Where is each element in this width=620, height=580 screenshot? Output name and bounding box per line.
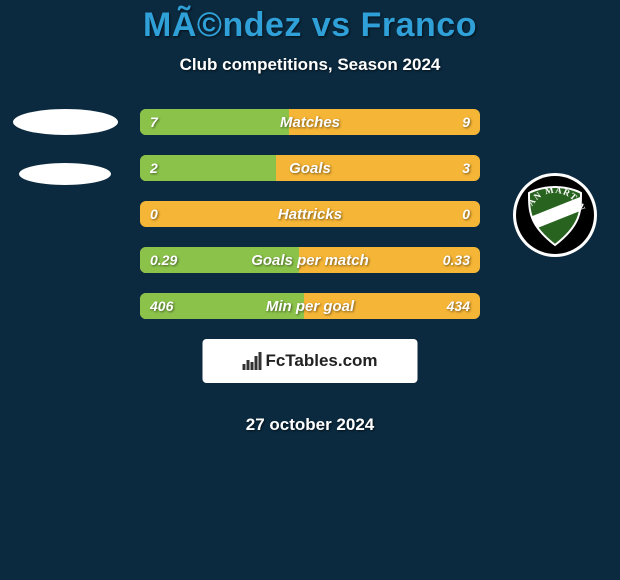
right-team-slot: SAN MARTIN bbox=[490, 165, 620, 265]
player-placeholder-ellipse-2 bbox=[19, 163, 111, 185]
stat-label: Hattricks bbox=[140, 201, 480, 227]
left-player-slot bbox=[0, 109, 130, 135]
stat-label: Goals per match bbox=[140, 247, 480, 273]
stat-left-value: 2 bbox=[150, 155, 158, 181]
stat-row: Hattricks0 0 bbox=[140, 201, 480, 227]
player-placeholder-ellipse-1 bbox=[13, 109, 118, 135]
stat-right-value: 9 bbox=[462, 109, 470, 135]
snapshot-date: 27 october 2024 bbox=[0, 415, 620, 435]
stat-right-value: 3 bbox=[462, 155, 470, 181]
bar-chart-icon bbox=[242, 352, 261, 370]
stat-row: Matches7 9 bbox=[140, 109, 480, 135]
comparison-canvas: MÃ©ndez vs Franco Club competitions, Sea… bbox=[0, 0, 620, 580]
comparison-bars: Matches7 9 Goals2 3 Hattricks0 0 Goals per mat… bbox=[140, 109, 480, 339]
page-title: MÃ©ndez vs Franco bbox=[0, 0, 620, 45]
stat-left-value: 0 bbox=[150, 201, 158, 227]
stat-right-value: 0 bbox=[462, 201, 470, 227]
stat-left-value: 0.29 bbox=[150, 247, 177, 273]
stat-label: Min per goal bbox=[140, 293, 480, 319]
stat-left-value: 7 bbox=[150, 109, 158, 135]
stat-row: Min per goal406 434 bbox=[140, 293, 480, 319]
stat-label: Goals bbox=[140, 155, 480, 181]
page-subtitle: Club competitions, Season 2024 bbox=[0, 55, 620, 75]
stat-row: Goals per match0.29 0.33 bbox=[140, 247, 480, 273]
stat-label: Matches bbox=[140, 109, 480, 135]
branding-label: FcTables.com bbox=[265, 351, 377, 371]
stat-row: Goals2 3 bbox=[140, 155, 480, 181]
branding-box: FcTables.com bbox=[203, 339, 418, 383]
stat-right-value: 434 bbox=[447, 293, 470, 319]
team-badge-icon: SAN MARTIN bbox=[505, 165, 605, 265]
stat-right-value: 0.33 bbox=[443, 247, 470, 273]
left-player-slot-2 bbox=[0, 163, 130, 185]
stat-left-value: 406 bbox=[150, 293, 173, 319]
